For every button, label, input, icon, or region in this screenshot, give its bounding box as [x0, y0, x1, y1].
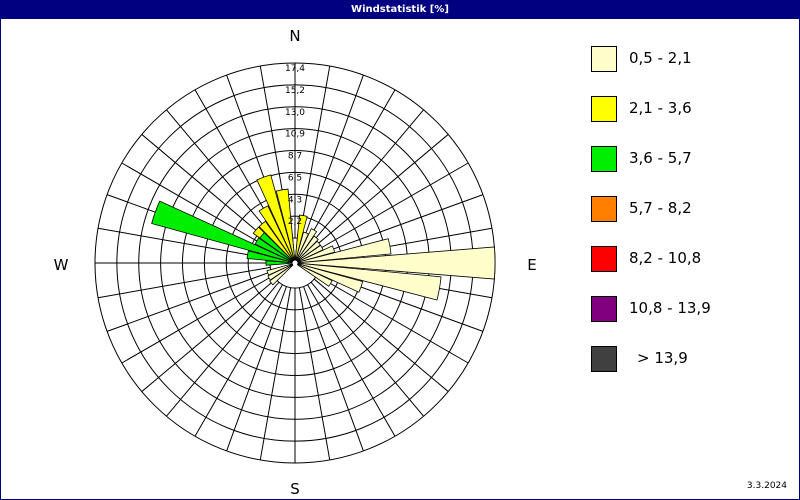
legend-label: 10,8 - 13,9	[629, 299, 711, 317]
legend-swatch	[591, 46, 617, 72]
legend-label: > 13,9	[637, 349, 688, 367]
legend-item: 3,6 - 5,7	[591, 146, 791, 172]
ring-label: 17,4	[285, 64, 305, 74]
legend-swatch	[591, 346, 617, 372]
legend-swatch	[591, 296, 617, 322]
grid-spoke	[310, 109, 424, 245]
legend-item: 10,8 - 13,9	[591, 296, 791, 322]
legend-item: 0,5 - 2,1	[591, 46, 791, 72]
grid-spoke	[97, 227, 271, 260]
direction-label-s: S	[290, 480, 300, 498]
grid-spoke	[194, 284, 283, 437]
wind-bar	[151, 200, 293, 263]
legend-label: 8,2 - 10,8	[629, 249, 702, 267]
grid-spoke	[106, 271, 272, 332]
grid-spoke	[121, 162, 274, 251]
legend-item: 8,2 - 10,8	[591, 246, 791, 272]
ring-label: 8,7	[288, 152, 302, 162]
wind-bar	[294, 214, 308, 261]
grid-spoke	[141, 278, 277, 392]
legend-item: 5,7 - 8,2	[591, 196, 791, 222]
legend-swatch	[591, 196, 617, 222]
wind-bar	[259, 232, 294, 262]
wind-bar	[297, 263, 364, 293]
ring-label: 6,5	[288, 173, 302, 183]
ring-label: 10,9	[285, 130, 305, 140]
direction-label-w: W	[54, 256, 69, 274]
grid-spoke	[97, 266, 271, 299]
grid-spoke	[310, 281, 424, 417]
wind-rose-chart: 2,2 4,3 6,5 8,7 10,9 13,0 15,2 17,4 N E S W	[54, 27, 537, 498]
ring-label: 15,2	[285, 86, 305, 96]
wind-bar	[297, 246, 496, 280]
legend-label: 3,6 - 5,7	[629, 149, 692, 167]
wind-bar	[297, 262, 442, 301]
legend-item: > 13,9	[591, 346, 791, 372]
grid-spoke	[313, 134, 449, 248]
wind-bar	[258, 205, 295, 262]
ring-label: 4,3	[288, 195, 302, 205]
grid-spoke	[298, 287, 331, 461]
grid-spoke	[307, 89, 396, 242]
grid-spoke	[316, 275, 469, 364]
ring-label: 2,2	[288, 217, 302, 227]
wind-bar	[297, 238, 392, 264]
grid-spoke	[259, 287, 292, 461]
grid-spoke	[166, 109, 280, 245]
wind-bar	[275, 188, 296, 261]
grid-spoke	[166, 281, 280, 417]
direction-label-e: E	[527, 256, 536, 274]
legend-label: 0,5 - 2,1	[629, 49, 692, 67]
legend-label: 5,7 - 8,2	[629, 199, 692, 217]
grid-spoke	[316, 162, 469, 251]
grid-spoke	[307, 284, 396, 437]
grid-spoke	[141, 134, 277, 248]
grid-spoke	[298, 65, 331, 239]
legend-label: 2,1 - 3,6	[629, 99, 692, 117]
legend-item: 2,1 - 3,6	[591, 96, 791, 122]
ring-label: 13,0	[285, 108, 305, 118]
wind-bar	[266, 263, 293, 276]
wind-bar	[256, 174, 295, 261]
legend-swatch	[591, 146, 617, 172]
window-title: Windstatistik [%]	[1, 1, 799, 19]
grid-spoke	[303, 286, 364, 452]
grid-spoke	[303, 74, 364, 240]
grid-spoke	[318, 194, 484, 255]
wind-bars	[151, 174, 496, 301]
legend-swatch	[591, 246, 617, 272]
direction-labels: N E S W	[54, 27, 537, 498]
wind-bar	[296, 244, 324, 263]
grid-spoke	[226, 286, 287, 452]
date-label: 3.3.2024	[746, 481, 787, 491]
legend-swatch	[591, 96, 617, 122]
wind-bar	[296, 263, 333, 287]
grid-spoke	[121, 275, 274, 364]
ring-labels: 2,2 4,3 6,5 8,7 10,9 13,0 15,2 17,4	[285, 64, 305, 227]
direction-label-n: N	[289, 27, 300, 45]
grid-spoke	[313, 278, 449, 392]
